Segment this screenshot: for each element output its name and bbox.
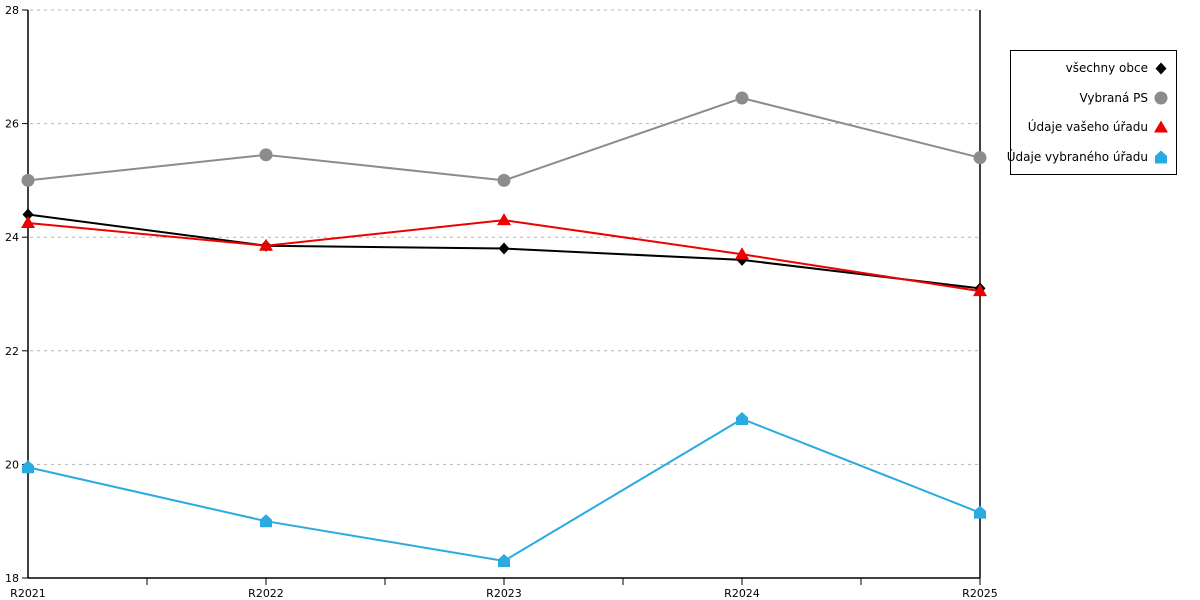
data-point-marker bbox=[736, 411, 748, 425]
data-point-marker bbox=[735, 91, 749, 105]
data-point-marker bbox=[259, 238, 273, 251]
y-axis-label: 20 bbox=[5, 458, 19, 471]
circle-marker-icon bbox=[1154, 91, 1168, 105]
legend: všechny obce Vybraná PS Údaje vašeho úřadu… bbox=[1007, 50, 1177, 175]
x-axis-label: R2024 bbox=[724, 587, 760, 600]
data-point-marker bbox=[498, 553, 510, 567]
legend-item-3: Údaje vybraného úřadu bbox=[1007, 145, 1176, 169]
y-axis-label: 18 bbox=[5, 572, 19, 585]
legend-item-0: všechny obce bbox=[1011, 56, 1176, 80]
data-point-marker bbox=[973, 151, 987, 165]
data-point-marker bbox=[973, 284, 987, 297]
y-axis-label: 24 bbox=[5, 231, 19, 244]
legend-item-2: Údaje vašeho úřadu bbox=[1011, 115, 1176, 139]
data-point-marker bbox=[498, 242, 510, 255]
series-line-3 bbox=[27, 417, 981, 563]
data-point-marker bbox=[22, 460, 34, 474]
pentagon-marker-icon bbox=[1155, 150, 1167, 164]
x-axis-label: R2022 bbox=[248, 587, 284, 600]
x-axis-label: R2021 bbox=[10, 587, 46, 600]
data-point-marker bbox=[260, 514, 272, 528]
legend-label: Údaje vybraného úřadu bbox=[1006, 149, 1148, 164]
series-line-1 bbox=[27, 96, 981, 182]
legend-label: všechny obce bbox=[1065, 61, 1148, 76]
data-point-marker bbox=[497, 213, 511, 226]
x-axis-label: R2025 bbox=[962, 587, 998, 600]
legend-label: Vybraná PS bbox=[1079, 90, 1148, 105]
data-point-marker bbox=[735, 247, 749, 260]
x-axis-label: R2023 bbox=[486, 587, 522, 600]
data-point-marker bbox=[497, 173, 511, 187]
series-line-2 bbox=[27, 219, 981, 293]
legend-label: Údaje vašeho úřadu bbox=[1027, 120, 1148, 135]
triangle-marker-icon bbox=[1154, 120, 1168, 133]
data-point-marker bbox=[259, 148, 273, 162]
data-point-marker bbox=[21, 173, 35, 187]
data-point-marker bbox=[974, 505, 986, 519]
y-axis-label: 22 bbox=[5, 345, 19, 358]
data-point-marker bbox=[22, 208, 34, 221]
data-point-marker bbox=[21, 216, 35, 228]
y-axis-label: 28 bbox=[5, 4, 19, 17]
y-axis-label: 26 bbox=[5, 118, 19, 131]
legend-item-1: Vybraná PS bbox=[1011, 86, 1176, 110]
diamond-marker-icon bbox=[1155, 62, 1167, 75]
